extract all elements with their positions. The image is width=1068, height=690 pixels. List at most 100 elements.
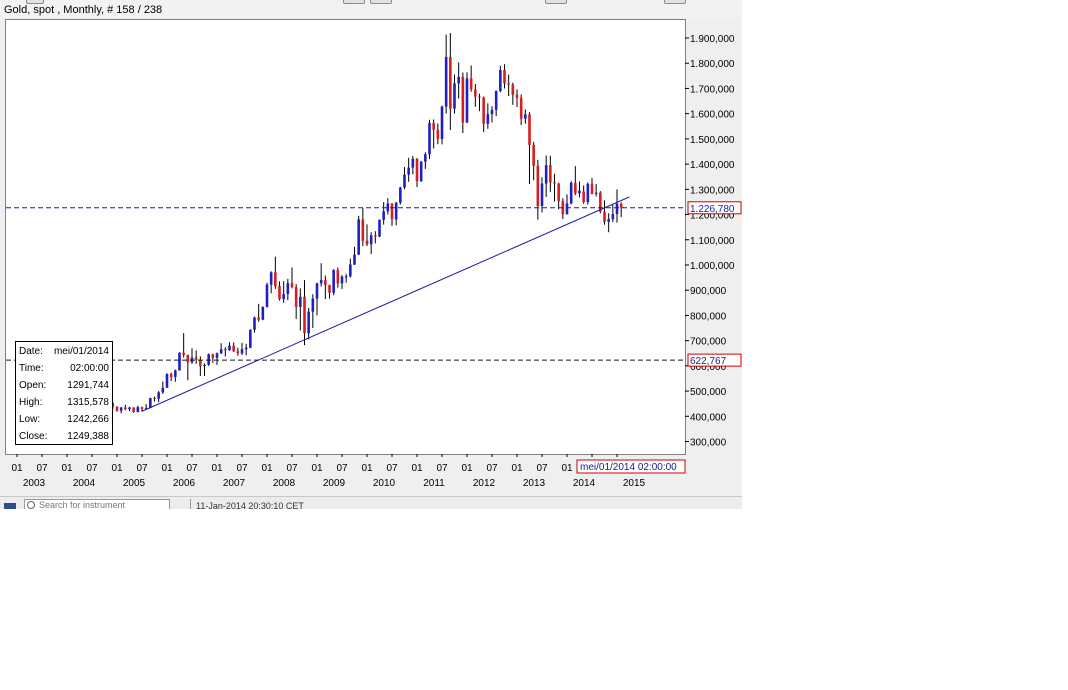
toolbar-button[interactable] bbox=[343, 0, 365, 4]
candle-body bbox=[182, 352, 185, 356]
candle bbox=[244, 343, 248, 356]
toolbar-button[interactable] bbox=[545, 0, 567, 4]
candle bbox=[374, 231, 377, 244]
candlestick-chart[interactable]: 1.900,000 1.800,000 1.700,000 1.600,000 1.50… bbox=[0, 0, 742, 496]
panel-icon[interactable] bbox=[4, 503, 16, 509]
candle-body bbox=[124, 407, 127, 410]
info-row: High: 1315,578 bbox=[19, 397, 109, 411]
y-tick-label: 800,000 bbox=[690, 311, 727, 322]
candle bbox=[444, 34, 448, 114]
candle-body bbox=[349, 264, 352, 277]
x-month-label: 07 bbox=[236, 463, 248, 474]
x-month-label: 07 bbox=[186, 463, 198, 474]
candle-body bbox=[582, 191, 585, 203]
candle bbox=[507, 74, 510, 97]
candle-body bbox=[374, 235, 377, 237]
candle-body bbox=[457, 76, 460, 84]
candle-body bbox=[294, 287, 298, 307]
x-month-label: 07 bbox=[536, 463, 548, 474]
candle bbox=[528, 112, 531, 185]
x-month-label: 07 bbox=[486, 463, 498, 474]
candle bbox=[294, 284, 298, 319]
candle bbox=[336, 267, 340, 288]
candle bbox=[419, 161, 423, 182]
candle bbox=[557, 182, 560, 210]
candle bbox=[224, 347, 227, 357]
candle bbox=[132, 407, 135, 413]
x-month-label: 01 bbox=[311, 463, 323, 474]
candle bbox=[157, 391, 160, 403]
candle bbox=[424, 152, 427, 169]
candle-body bbox=[549, 165, 552, 183]
candle-body bbox=[357, 219, 360, 255]
candle bbox=[215, 352, 219, 365]
search-icon bbox=[27, 501, 35, 509]
candle bbox=[253, 316, 256, 333]
candle-body bbox=[169, 373, 173, 377]
candle bbox=[182, 333, 185, 358]
candle-body bbox=[257, 317, 260, 320]
candle-body bbox=[165, 373, 169, 388]
candle bbox=[303, 280, 306, 346]
candle bbox=[532, 141, 535, 181]
candle-body bbox=[403, 174, 406, 188]
candle-body bbox=[411, 158, 415, 168]
status-time: 11-Jan-2014 20:30:10 CET bbox=[196, 501, 304, 509]
candle-body bbox=[499, 70, 502, 91]
toolbar-button[interactable] bbox=[370, 0, 392, 4]
candle bbox=[144, 404, 148, 410]
candle bbox=[344, 273, 348, 283]
info-label: Low: bbox=[19, 414, 41, 425]
candle-body bbox=[619, 203, 623, 208]
candle-body bbox=[149, 398, 152, 408]
candle-body bbox=[311, 298, 315, 312]
candle-body bbox=[215, 353, 219, 358]
toolbar-button[interactable] bbox=[664, 0, 686, 4]
x-month-label: 01 bbox=[61, 463, 73, 474]
y-tick-label: 500,000 bbox=[690, 387, 727, 398]
x-month-label: 07 bbox=[436, 463, 448, 474]
candle-body bbox=[382, 211, 385, 220]
x-year-label: 2003 bbox=[23, 478, 46, 489]
x-month-label: 07 bbox=[36, 463, 48, 474]
candle bbox=[619, 202, 623, 218]
toolbar-button[interactable] bbox=[26, 0, 44, 4]
candle bbox=[190, 348, 194, 364]
candle-body bbox=[236, 351, 240, 354]
candle-body bbox=[140, 407, 144, 409]
candle-body bbox=[365, 240, 369, 245]
x-year-label: 2006 bbox=[173, 478, 196, 489]
candle-body bbox=[369, 235, 373, 245]
candle bbox=[403, 167, 406, 190]
info-value: 1249,388 bbox=[67, 431, 109, 442]
candle bbox=[369, 232, 373, 254]
candle-body bbox=[490, 109, 494, 115]
candle-body bbox=[615, 203, 619, 215]
chart-title: Gold, spot , Monthly, # 158 / 238 bbox=[4, 4, 163, 16]
candle bbox=[240, 342, 244, 356]
candle-body bbox=[136, 407, 140, 413]
candle bbox=[515, 89, 519, 108]
candle-body bbox=[399, 187, 402, 203]
candle bbox=[265, 282, 269, 308]
candle-body bbox=[461, 76, 465, 123]
x-month-label: 01 bbox=[11, 463, 23, 474]
candle bbox=[282, 281, 285, 303]
candle bbox=[411, 156, 415, 175]
candle-body bbox=[428, 122, 431, 155]
candle bbox=[149, 397, 152, 409]
candle-body bbox=[178, 352, 181, 371]
y-axis: 1.900,000 1.800,000 1.700,000 1.600,000 1.50… bbox=[685, 34, 735, 449]
candle-body bbox=[194, 357, 198, 360]
info-value: 02:00:00 bbox=[70, 363, 109, 374]
candle bbox=[486, 103, 490, 129]
candle bbox=[603, 200, 606, 225]
candle bbox=[519, 94, 523, 126]
lines-layer bbox=[6, 196, 685, 412]
candle bbox=[449, 32, 452, 131]
candle-body bbox=[432, 122, 435, 130]
candle-body bbox=[211, 354, 215, 358]
instrument-search-input[interactable]: Search for instrument bbox=[24, 499, 170, 509]
candle bbox=[119, 406, 123, 414]
x-year-label: 2007 bbox=[223, 478, 246, 489]
